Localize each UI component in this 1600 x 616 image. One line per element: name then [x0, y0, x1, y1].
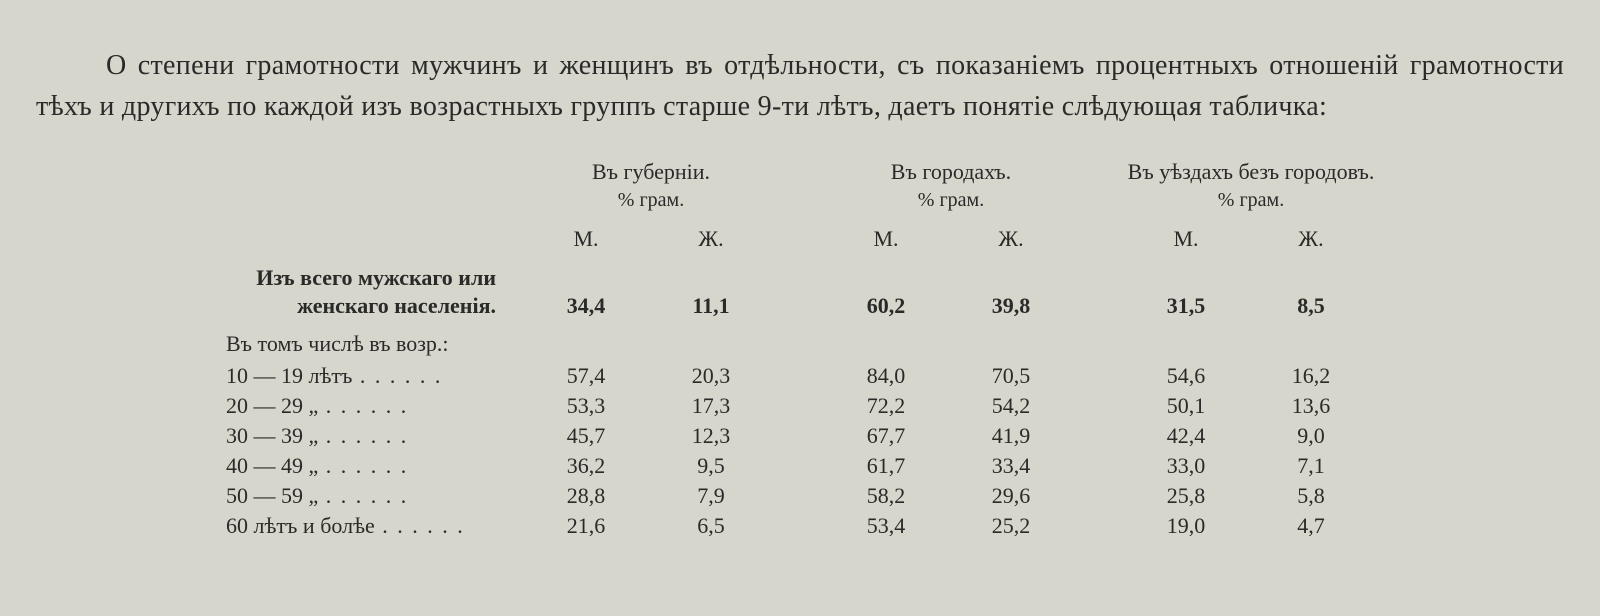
- age-section-row: Въ томъ числѣ въ возр.:: [226, 321, 1376, 361]
- cell-m: 72,2: [826, 391, 946, 421]
- cell-f: 9,0: [1246, 421, 1376, 451]
- cell-m: 58,2: [826, 481, 946, 511]
- row-label: 50 — 59 „: [226, 481, 526, 511]
- cell-m: 54,6: [1126, 361, 1246, 391]
- table-row: 30 — 39 „45,712,3 67,741,9 42,49,0: [226, 421, 1376, 451]
- cell-m: 61,7: [826, 451, 946, 481]
- total-gub-f: 11,1: [646, 262, 776, 321]
- total-row-label: Изъ всего мужскаго или женскаго населені…: [226, 262, 526, 321]
- total-city-m: 60,2: [826, 262, 946, 321]
- table-row: 40 — 49 „36,29,5 61,733,4 33,07,1: [226, 451, 1376, 481]
- col-group-cities: Въ городахъ.: [826, 157, 1076, 187]
- cell-f: 9,5: [646, 451, 776, 481]
- total-city-f: 39,8: [946, 262, 1076, 321]
- age-section-label: Въ томъ числѣ въ возр.:: [226, 321, 1376, 361]
- cell-f: 70,5: [946, 361, 1076, 391]
- cell-f: 12,3: [646, 421, 776, 451]
- cell-m: 28,8: [526, 481, 646, 511]
- col-f-3: Ж.: [1246, 218, 1376, 262]
- cell-f: 6,5: [646, 511, 776, 541]
- col-f-2: Ж.: [946, 218, 1076, 262]
- col-m-2: М.: [826, 218, 946, 262]
- header-row-sub: % грам. % грам. % грам.: [226, 187, 1376, 218]
- cell-f: 7,9: [646, 481, 776, 511]
- cell-f: 29,6: [946, 481, 1076, 511]
- col-m-3: М.: [1126, 218, 1246, 262]
- cell-m: 21,6: [526, 511, 646, 541]
- total-uyezd-f: 8,5: [1246, 262, 1376, 321]
- cell-f: 41,9: [946, 421, 1076, 451]
- cell-m: 36,2: [526, 451, 646, 481]
- cell-f: 17,3: [646, 391, 776, 421]
- col-sub-1: % грам.: [526, 187, 776, 218]
- row-label: 60 лѣтъ и болѣе: [226, 511, 526, 541]
- cell-f: 16,2: [1246, 361, 1376, 391]
- cell-m: 42,4: [1126, 421, 1246, 451]
- table-row: 20 — 29 „53,317,3 72,254,2 50,113,6: [226, 391, 1376, 421]
- cell-f: 20,3: [646, 361, 776, 391]
- col-sub-2: % грам.: [826, 187, 1076, 218]
- cell-f: 54,2: [946, 391, 1076, 421]
- cell-f: 5,8: [1246, 481, 1376, 511]
- intro-paragraph: О степени грамотности мужчинъ и женщинъ …: [36, 46, 1564, 127]
- cell-f: 4,7: [1246, 511, 1376, 541]
- cell-f: 33,4: [946, 451, 1076, 481]
- total-row: Изъ всего мужскаго или женскаго населені…: [226, 262, 1376, 321]
- row-label: 10 — 19 лѣтъ: [226, 361, 526, 391]
- total-gub-m: 34,4: [526, 262, 646, 321]
- cell-m: 67,7: [826, 421, 946, 451]
- row-label: 20 — 29 „: [226, 391, 526, 421]
- cell-f: 25,2: [946, 511, 1076, 541]
- cell-m: 19,0: [1126, 511, 1246, 541]
- header-row-mf: М. Ж. М. Ж. М. Ж.: [226, 218, 1376, 262]
- cell-m: 84,0: [826, 361, 946, 391]
- table-row: 60 лѣтъ и болѣе21,66,5 53,425,2 19,04,7: [226, 511, 1376, 541]
- col-group-guberniya: Въ губерніи.: [526, 157, 776, 187]
- total-uyezd-m: 31,5: [1126, 262, 1246, 321]
- cell-f: 7,1: [1246, 451, 1376, 481]
- cell-m: 33,0: [1126, 451, 1246, 481]
- cell-m: 57,4: [526, 361, 646, 391]
- row-label: 30 — 39 „: [226, 421, 526, 451]
- cell-m: 50,1: [1126, 391, 1246, 421]
- col-f-1: Ж.: [646, 218, 776, 262]
- col-m-1: М.: [526, 218, 646, 262]
- literacy-table: Въ губерніи. Въ городахъ. Въ уѣздахъ без…: [226, 157, 1376, 541]
- col-sub-3: % грам.: [1126, 187, 1376, 218]
- col-group-uyezdy: Въ уѣздахъ безъ городовъ.: [1126, 157, 1376, 187]
- header-row-groups: Въ губерніи. Въ городахъ. Въ уѣздахъ без…: [226, 157, 1376, 187]
- table-row: 50 — 59 „28,87,9 58,229,6 25,85,8: [226, 481, 1376, 511]
- cell-m: 53,3: [526, 391, 646, 421]
- table-row: 10 — 19 лѣтъ57,420,3 84,070,5 54,616,2: [226, 361, 1376, 391]
- cell-m: 25,8: [1126, 481, 1246, 511]
- row-label: 40 — 49 „: [226, 451, 526, 481]
- cell-m: 45,7: [526, 421, 646, 451]
- cell-f: 13,6: [1246, 391, 1376, 421]
- cell-m: 53,4: [826, 511, 946, 541]
